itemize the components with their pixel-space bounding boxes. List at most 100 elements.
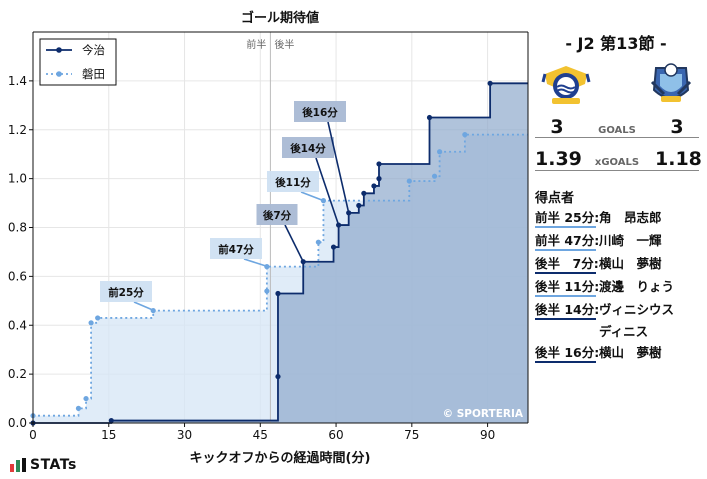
logo-text: STATs xyxy=(30,457,77,473)
y-tick-label: 1.2 xyxy=(8,123,27,137)
y-tick-label: 1.4 xyxy=(8,74,27,88)
scorer-team-underline xyxy=(535,249,596,251)
home-goals: 3 xyxy=(550,116,564,138)
watermark: © SPORTERIA xyxy=(443,408,524,420)
y-tick-label: 0.8 xyxy=(8,221,27,235)
point-今治 xyxy=(356,202,362,209)
annotation-box xyxy=(294,101,346,122)
point-磐田 xyxy=(437,149,443,155)
scorer-time: 後半 7分: xyxy=(535,256,599,271)
point-磐田 xyxy=(431,173,438,179)
annotation-box xyxy=(267,171,319,192)
scorer-team-underline xyxy=(535,295,596,297)
y-tick-label: 0.4 xyxy=(8,318,27,332)
scorer-team-underline xyxy=(535,226,596,228)
point-磐田 xyxy=(75,405,82,411)
annotation-label: 後14分 xyxy=(289,142,326,155)
annotation-label: 後11分 xyxy=(274,176,311,189)
scorer-team-underline xyxy=(535,318,596,320)
y-tick-label: 0.6 xyxy=(8,269,27,283)
point-今治 xyxy=(330,244,337,250)
scorer-name: 渡邊 りょう xyxy=(599,279,675,294)
xg-row: 1.39 xGOALS 1.18 xyxy=(535,148,702,170)
point-磐田 xyxy=(88,320,94,326)
legend-marker-磐田 xyxy=(56,71,62,77)
scorer-row: 後半 11分: 渡邊 りょう xyxy=(535,276,701,298)
halftime-label-first: 前半 xyxy=(246,38,266,51)
halftime-label-second: 後半 xyxy=(274,38,294,51)
annotation-box xyxy=(256,204,298,225)
match-summary-panel: - J2 第13節 - 3 GOALS 3 1.39 xGOALS 1.18 得… xyxy=(533,0,707,479)
annotation-pointer xyxy=(284,224,304,263)
point-今治 xyxy=(487,80,493,86)
annotation-pointer xyxy=(243,258,269,268)
point-今治 xyxy=(426,114,433,121)
scorer-name: 川崎 一輝 xyxy=(599,233,662,248)
xg-label: xGOALS xyxy=(594,157,640,168)
annotation-box xyxy=(282,137,334,158)
legend-label: 磐田 xyxy=(82,67,105,81)
annotation-box xyxy=(210,238,262,259)
point-今治 xyxy=(275,290,281,297)
scorer-row: 前半 25分: 角 昂志郎 xyxy=(535,207,701,229)
point-今治 xyxy=(108,417,114,424)
annotation-box xyxy=(100,281,152,302)
annotation-pointer xyxy=(133,301,155,312)
scorers-title: 得点者 xyxy=(535,191,575,206)
x-tick-label: 90 xyxy=(480,428,495,442)
annotation-pointer xyxy=(327,121,350,214)
annotation-label: 前25分 xyxy=(108,286,144,299)
point-磐田 xyxy=(264,288,270,294)
divider xyxy=(535,170,699,171)
scorer-time: 前半 47分: xyxy=(535,233,600,248)
point-今治 xyxy=(275,373,281,380)
x-tick-label: 45 xyxy=(253,428,268,442)
scorer-time: 後半 14分: xyxy=(535,302,600,317)
scorer-row: 前半 47分: 川崎 一輝 xyxy=(535,230,701,252)
x-axis-label: キックオフからの経過時間(分) xyxy=(190,450,371,466)
stats-logo: STATs xyxy=(10,457,77,473)
x-tick-label: 60 xyxy=(328,428,343,442)
scorer-team-underline xyxy=(535,361,596,363)
y-tick-label: 0.0 xyxy=(8,416,27,430)
goals-row: 3 GOALS 3 xyxy=(535,116,699,138)
point-今治 xyxy=(361,190,367,196)
annotation-pointer xyxy=(300,191,324,202)
match-round-title: - J2 第13節 - xyxy=(565,34,667,53)
scorer-row: 後半 14分: ヴィニシウス ディニス xyxy=(535,299,701,343)
legend-marker-今治 xyxy=(56,47,62,53)
chart-title: ゴール期待値 xyxy=(241,10,319,26)
scorer-time: 後半 11分: xyxy=(535,279,600,294)
away-xg: 1.18 xyxy=(655,148,702,170)
scorer-name: 横山 夢樹 xyxy=(599,256,662,271)
x-tick-label: 30 xyxy=(177,428,192,442)
scorer-row: 後半 16分: 横山 夢樹 xyxy=(535,342,701,364)
point-磐田 xyxy=(95,315,101,321)
scorer-row: 後半 7分: 横山 夢樹 xyxy=(535,253,701,275)
scorer-name: ヴィニシウス ディニス xyxy=(599,302,675,339)
goals-label: GOALS xyxy=(598,125,636,136)
bar-chart-icon xyxy=(10,458,26,472)
point-磐田 xyxy=(315,239,321,245)
y-tick-label: 1.0 xyxy=(8,172,27,186)
legend-label: 今治 xyxy=(82,43,105,57)
point-今治 xyxy=(376,176,382,182)
point-磐田 xyxy=(462,132,468,138)
legend-box xyxy=(39,38,117,86)
point-磐田 xyxy=(406,178,412,184)
scorer-time: 前半 25分: xyxy=(535,210,600,225)
y-tick-label: 0.2 xyxy=(8,367,27,381)
annotation-label: 後7分 xyxy=(262,209,292,222)
annotation-label: 後16分 xyxy=(301,106,338,119)
annotation-pointer xyxy=(315,157,340,226)
x-tick-label: 0 xyxy=(29,428,37,442)
point-今治 xyxy=(376,161,382,167)
away-goals: 3 xyxy=(670,116,684,138)
x-tick-label: 75 xyxy=(404,428,419,442)
scorer-name: 角 昂志郎 xyxy=(599,210,662,225)
line-今治 xyxy=(33,82,528,424)
scorer-time: 後半 16分: xyxy=(535,345,600,360)
jubilo-iwata-crest-icon xyxy=(650,63,692,102)
scorer-team-underline xyxy=(535,272,596,274)
